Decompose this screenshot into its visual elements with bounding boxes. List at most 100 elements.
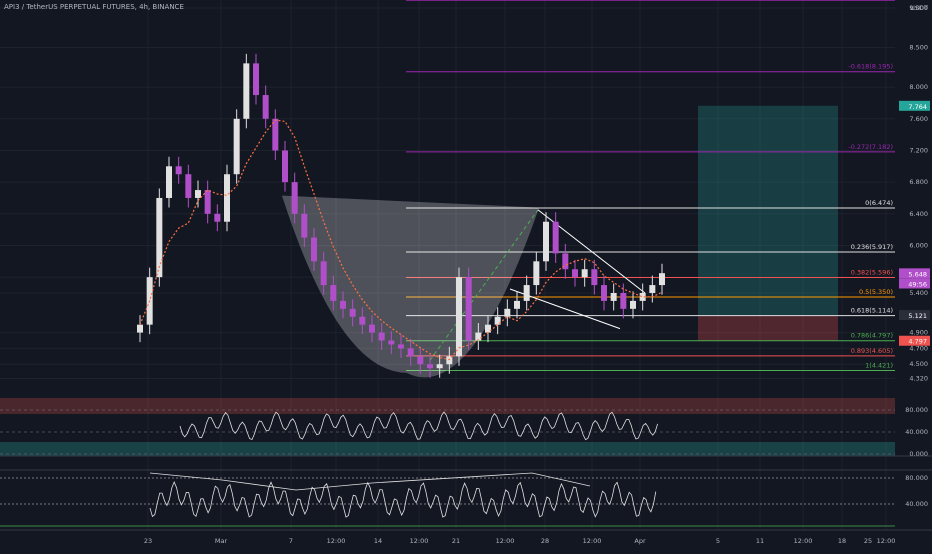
price-tick-2: 8.000: [909, 83, 928, 91]
price-tick-5: 6.800: [909, 178, 928, 186]
price-tag-1: 5.648: [908, 270, 927, 278]
candle-body-7: [204, 190, 211, 214]
candle-body-8: [214, 213, 221, 222]
rsi-line: [179, 411, 658, 441]
price-tick-10: 4.900: [909, 329, 928, 337]
candle-body-38: [504, 308, 511, 317]
rsi-oversold-zone: [0, 442, 895, 456]
time-tick-16: 25: [864, 537, 872, 545]
candle-body-35: [475, 332, 482, 341]
time-tick-14: 18: [838, 537, 846, 545]
price-tag-4: 4.797: [908, 338, 927, 346]
candle-body-10: [233, 118, 240, 175]
price-tick-0: 9.000: [909, 4, 928, 12]
candle-body-47: [591, 269, 598, 286]
price-tag-2: 49:56: [908, 280, 927, 288]
time-tick-8: 28: [541, 537, 549, 545]
price-tick-4: 7.200: [909, 146, 928, 154]
candle-body-46: [581, 269, 588, 278]
candle-body-5: [185, 174, 192, 198]
time-tick-15: 12:00: [877, 537, 896, 545]
price-tick-1: 8.500: [909, 44, 928, 52]
fib-label-9: 1(4.421): [865, 362, 893, 370]
candle-body-13: [262, 95, 269, 119]
rsi-level-1: 40.000: [905, 428, 928, 436]
price-tick-13: 4.320: [909, 374, 928, 382]
price-tick-9: 5.400: [909, 289, 928, 297]
time-tick-4: 14: [374, 537, 382, 545]
candle-body-51: [630, 300, 636, 309]
price-tick-6: 6.400: [909, 210, 928, 218]
stoch-level-1: 40.000: [905, 500, 928, 508]
candle-body-23: [359, 316, 366, 325]
fib-label-0: -0.618(8.195): [848, 63, 893, 71]
stoch-divergence-lines: [149, 472, 591, 491]
candle-body-45: [572, 269, 578, 278]
candle-body-31: [436, 364, 443, 369]
fib-label-8: 0.893(4.605): [851, 347, 893, 355]
candle-body-39: [514, 300, 520, 309]
time-tick-2: 7: [289, 537, 293, 545]
breakout-projection-line: [429, 209, 539, 361]
candle-body-17: [301, 213, 308, 238]
candle-body-14: [272, 118, 279, 151]
candle-body-6: [195, 190, 201, 198]
long-position-loss-zone: [698, 315, 838, 341]
time-tick-0: 23: [144, 537, 152, 545]
candle-body-37: [494, 316, 501, 325]
time-tick-9: 12:00: [583, 537, 602, 545]
candle-body-30: [427, 364, 433, 369]
price-tag-3: 5.121: [908, 312, 927, 320]
candle-body-34: [465, 277, 472, 341]
candle-body-12: [253, 63, 259, 96]
candle-body-24: [369, 324, 375, 333]
price-tag-bg-3: [899, 310, 930, 321]
time-tick-10: Apr: [634, 537, 646, 545]
cup-pattern: [281, 195, 540, 378]
price-tag-bg-1: [899, 268, 930, 279]
price-axis-unit: USDT: [910, 4, 928, 12]
fib-label-1: -0.272(7.182): [848, 143, 893, 151]
candle-body-27: [398, 344, 404, 349]
candle-body-42: [543, 221, 549, 262]
fib-label-5: 0.5(5.350): [859, 288, 893, 296]
candle-body-2: [156, 197, 163, 278]
candle-body-0: [137, 324, 143, 333]
time-tick-11: 5: [716, 537, 720, 545]
rsi-level-0: 80.000: [905, 406, 928, 414]
stoch-line: [149, 480, 657, 518]
time-tick-3: 12:00: [327, 537, 346, 545]
candle-body-44: [562, 253, 569, 270]
candle-body-3: [166, 166, 172, 198]
price-tick-7: 6.000: [909, 241, 928, 249]
candle-body-15: [282, 150, 288, 183]
candle-body-4: [175, 166, 182, 175]
fib-label-3: 0.236(5.917): [851, 243, 893, 251]
candle-body-41: [533, 261, 540, 286]
candle-body-25: [378, 332, 385, 341]
candle-body-33: [456, 277, 462, 357]
time-tick-1: Mar: [215, 537, 228, 545]
candle-body-9: [224, 174, 230, 222]
price-tick-11: 4.700: [909, 344, 928, 352]
candle-body-18: [311, 237, 317, 262]
candle-body-20: [330, 285, 337, 301]
candle-body-40: [523, 285, 530, 301]
time-tick-7: 12:00: [496, 537, 515, 545]
fib-label-6: 0.618(5.114): [851, 307, 893, 315]
long-position-profit-zone: [698, 105, 838, 316]
fib-label-4: 0.382(5.596): [851, 268, 893, 276]
fib-label-2: 0(6.474): [865, 199, 893, 207]
price-tick-3: 7.600: [909, 115, 928, 123]
stoch-level-0: 80.000: [905, 474, 928, 482]
candle-body-28: [407, 348, 414, 357]
price-tag-0: 7.764: [908, 103, 927, 111]
candle-body-36: [485, 324, 491, 333]
time-tick-6: 21: [452, 537, 460, 545]
candle-body-29: [417, 356, 424, 365]
candle-body-43: [552, 221, 559, 254]
candle-body-22: [349, 308, 356, 317]
